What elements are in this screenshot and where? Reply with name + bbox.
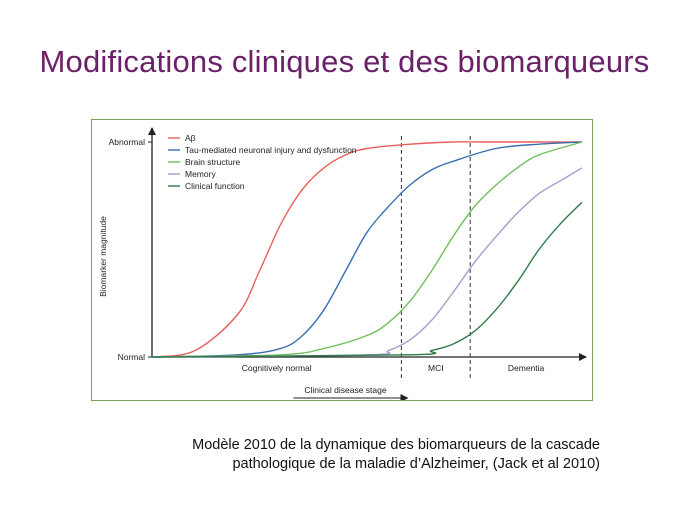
legend-label-a: Aβ <box>185 133 196 143</box>
y-tick-label-abnormal: Abnormal <box>109 137 145 147</box>
chart-figure: Aβ Tau-mediated neuronal injury and dysfu… <box>91 119 593 401</box>
series-line-memory <box>151 167 583 358</box>
series-line-tau-mediated-neuronal-injury-and-dysfunction <box>151 141 583 358</box>
slide-title: Modifications cliniques et des biomarque… <box>39 44 650 79</box>
series-line-brain-structure <box>151 141 583 358</box>
caption-line-2: pathologique de la maladie d’Alzheimer, … <box>232 456 600 472</box>
series-line-clinical-function <box>151 201 583 358</box>
legend-label-tau-mediated-neuronal-injury-and-dysfunction: Tau-mediated neuronal injury and dysfunc… <box>185 145 357 155</box>
chart-legend: Aβ Tau-mediated neuronal injury and dysfu… <box>168 133 357 191</box>
figure-caption: Modèle 2010 de la dynamique des biomarqu… <box>100 436 600 474</box>
y-tick-label-normal: Normal <box>118 352 146 362</box>
series-line-a <box>151 141 582 358</box>
x-axis-label: Clinical disease stage <box>304 385 386 395</box>
stage-label-cognitively-normal: Cognitively normal <box>242 363 312 373</box>
legend-label-brain-structure: Brain structure <box>185 157 241 167</box>
stage-label-mci: MCI <box>428 363 444 373</box>
y-axis-label: Biomarker magnitude <box>98 216 108 297</box>
legend-label-memory: Memory <box>185 169 216 179</box>
caption-line-1: Modèle 2010 de la dynamique des biomarqu… <box>192 437 600 453</box>
series-lines <box>151 141 583 358</box>
biomarker-chart: Aβ Tau-mediated neuronal injury and dysfu… <box>98 127 587 400</box>
legend-label-clinical-function: Clinical function <box>185 181 245 191</box>
stage-label-dementia: Dementia <box>508 363 545 373</box>
chart-labels: Abnormal Normal Biomarker magnitude Cogniti… <box>98 137 545 395</box>
stage-dividers <box>400 136 471 381</box>
